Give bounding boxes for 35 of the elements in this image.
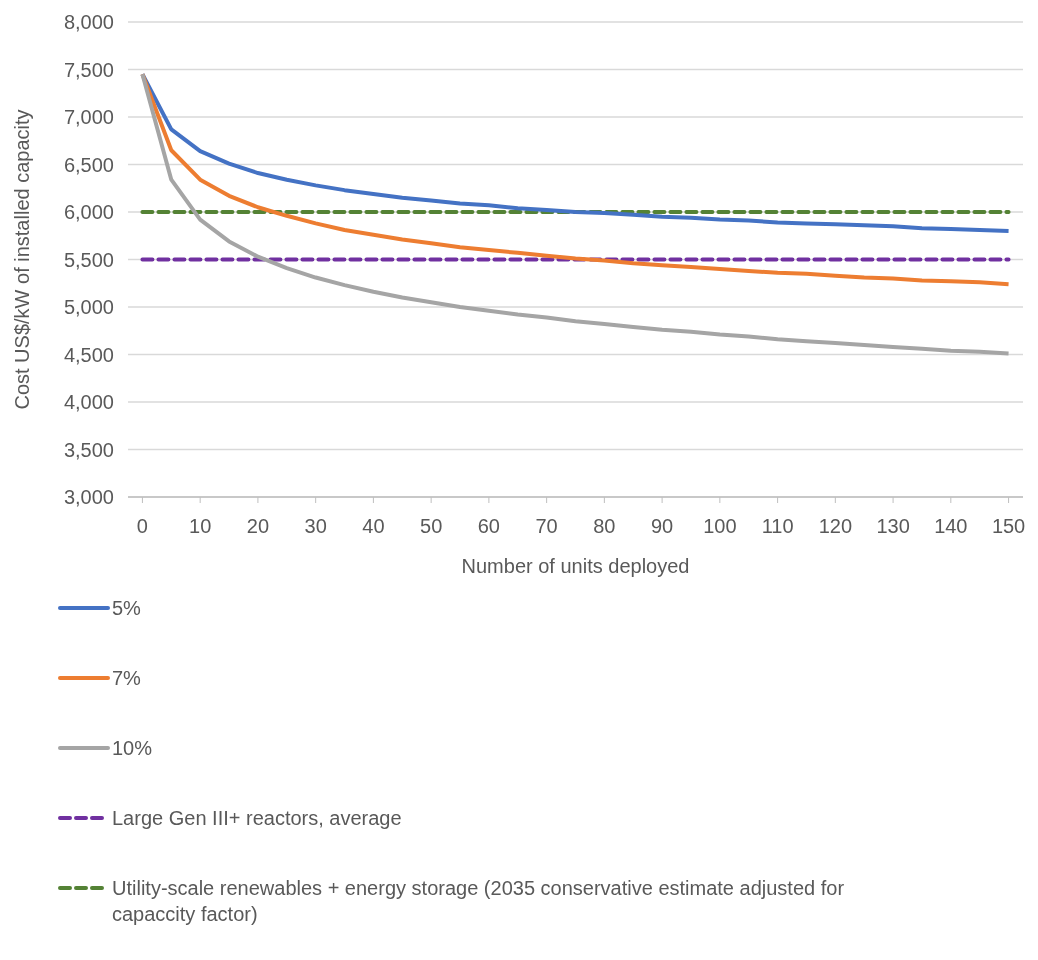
y-tick-label: 6,500 xyxy=(63,153,114,176)
y-tick-label: 4,000 xyxy=(63,391,114,413)
y-tick-label: 5,000 xyxy=(63,296,114,318)
x-tick-label: 50 xyxy=(420,515,443,537)
y-tick-label: 7,500 xyxy=(63,58,114,81)
x-tick-label: 70 xyxy=(535,515,558,537)
x-tick-label: 40 xyxy=(362,515,385,537)
x-tick-label: 90 xyxy=(650,515,674,537)
x-tick-label: 100 xyxy=(703,515,737,537)
x-tick-label: 30 xyxy=(304,515,327,537)
legend-label: 10% xyxy=(112,737,153,759)
y-tick-label: 5,500 xyxy=(63,248,114,271)
x-tick-label: 130 xyxy=(876,515,910,537)
legend-label: Utility-scale renewables + energy storage (2035 conservative estimate adjusted for capaccity factor) xyxy=(112,877,845,925)
x-tick-label: 140 xyxy=(934,515,968,537)
x-tick-label: 10 xyxy=(189,515,212,537)
y-tick-label: 3,500 xyxy=(63,438,114,461)
y-tick-label: 8,000 xyxy=(63,11,114,33)
legend-label: 5% xyxy=(112,597,142,619)
y-tick-label: 7,000 xyxy=(63,106,114,128)
line-series xyxy=(140,72,1011,356)
x-tick-label: 110 xyxy=(761,515,794,537)
legend-label: Large Gen III+ reactors, average xyxy=(112,807,402,829)
x-tick-label: 20 xyxy=(246,515,270,537)
x-tick-label: 120 xyxy=(818,515,853,537)
legend-label: 7% xyxy=(112,667,142,689)
y-axis-title: Cost US$/kW of installed capacity xyxy=(11,109,33,410)
x-tick-label: 60 xyxy=(477,515,501,537)
x-tick-label: 0 xyxy=(136,515,148,537)
x-axis-title: Number of units deployed xyxy=(461,555,690,577)
y-tick-label: 3,000 xyxy=(63,486,114,508)
x-tick-label: 80 xyxy=(593,515,616,537)
x-tick-label: 150 xyxy=(991,515,1026,537)
y-tick-label: 6,000 xyxy=(63,201,114,223)
y-tick-label: 4,500 xyxy=(63,343,114,366)
